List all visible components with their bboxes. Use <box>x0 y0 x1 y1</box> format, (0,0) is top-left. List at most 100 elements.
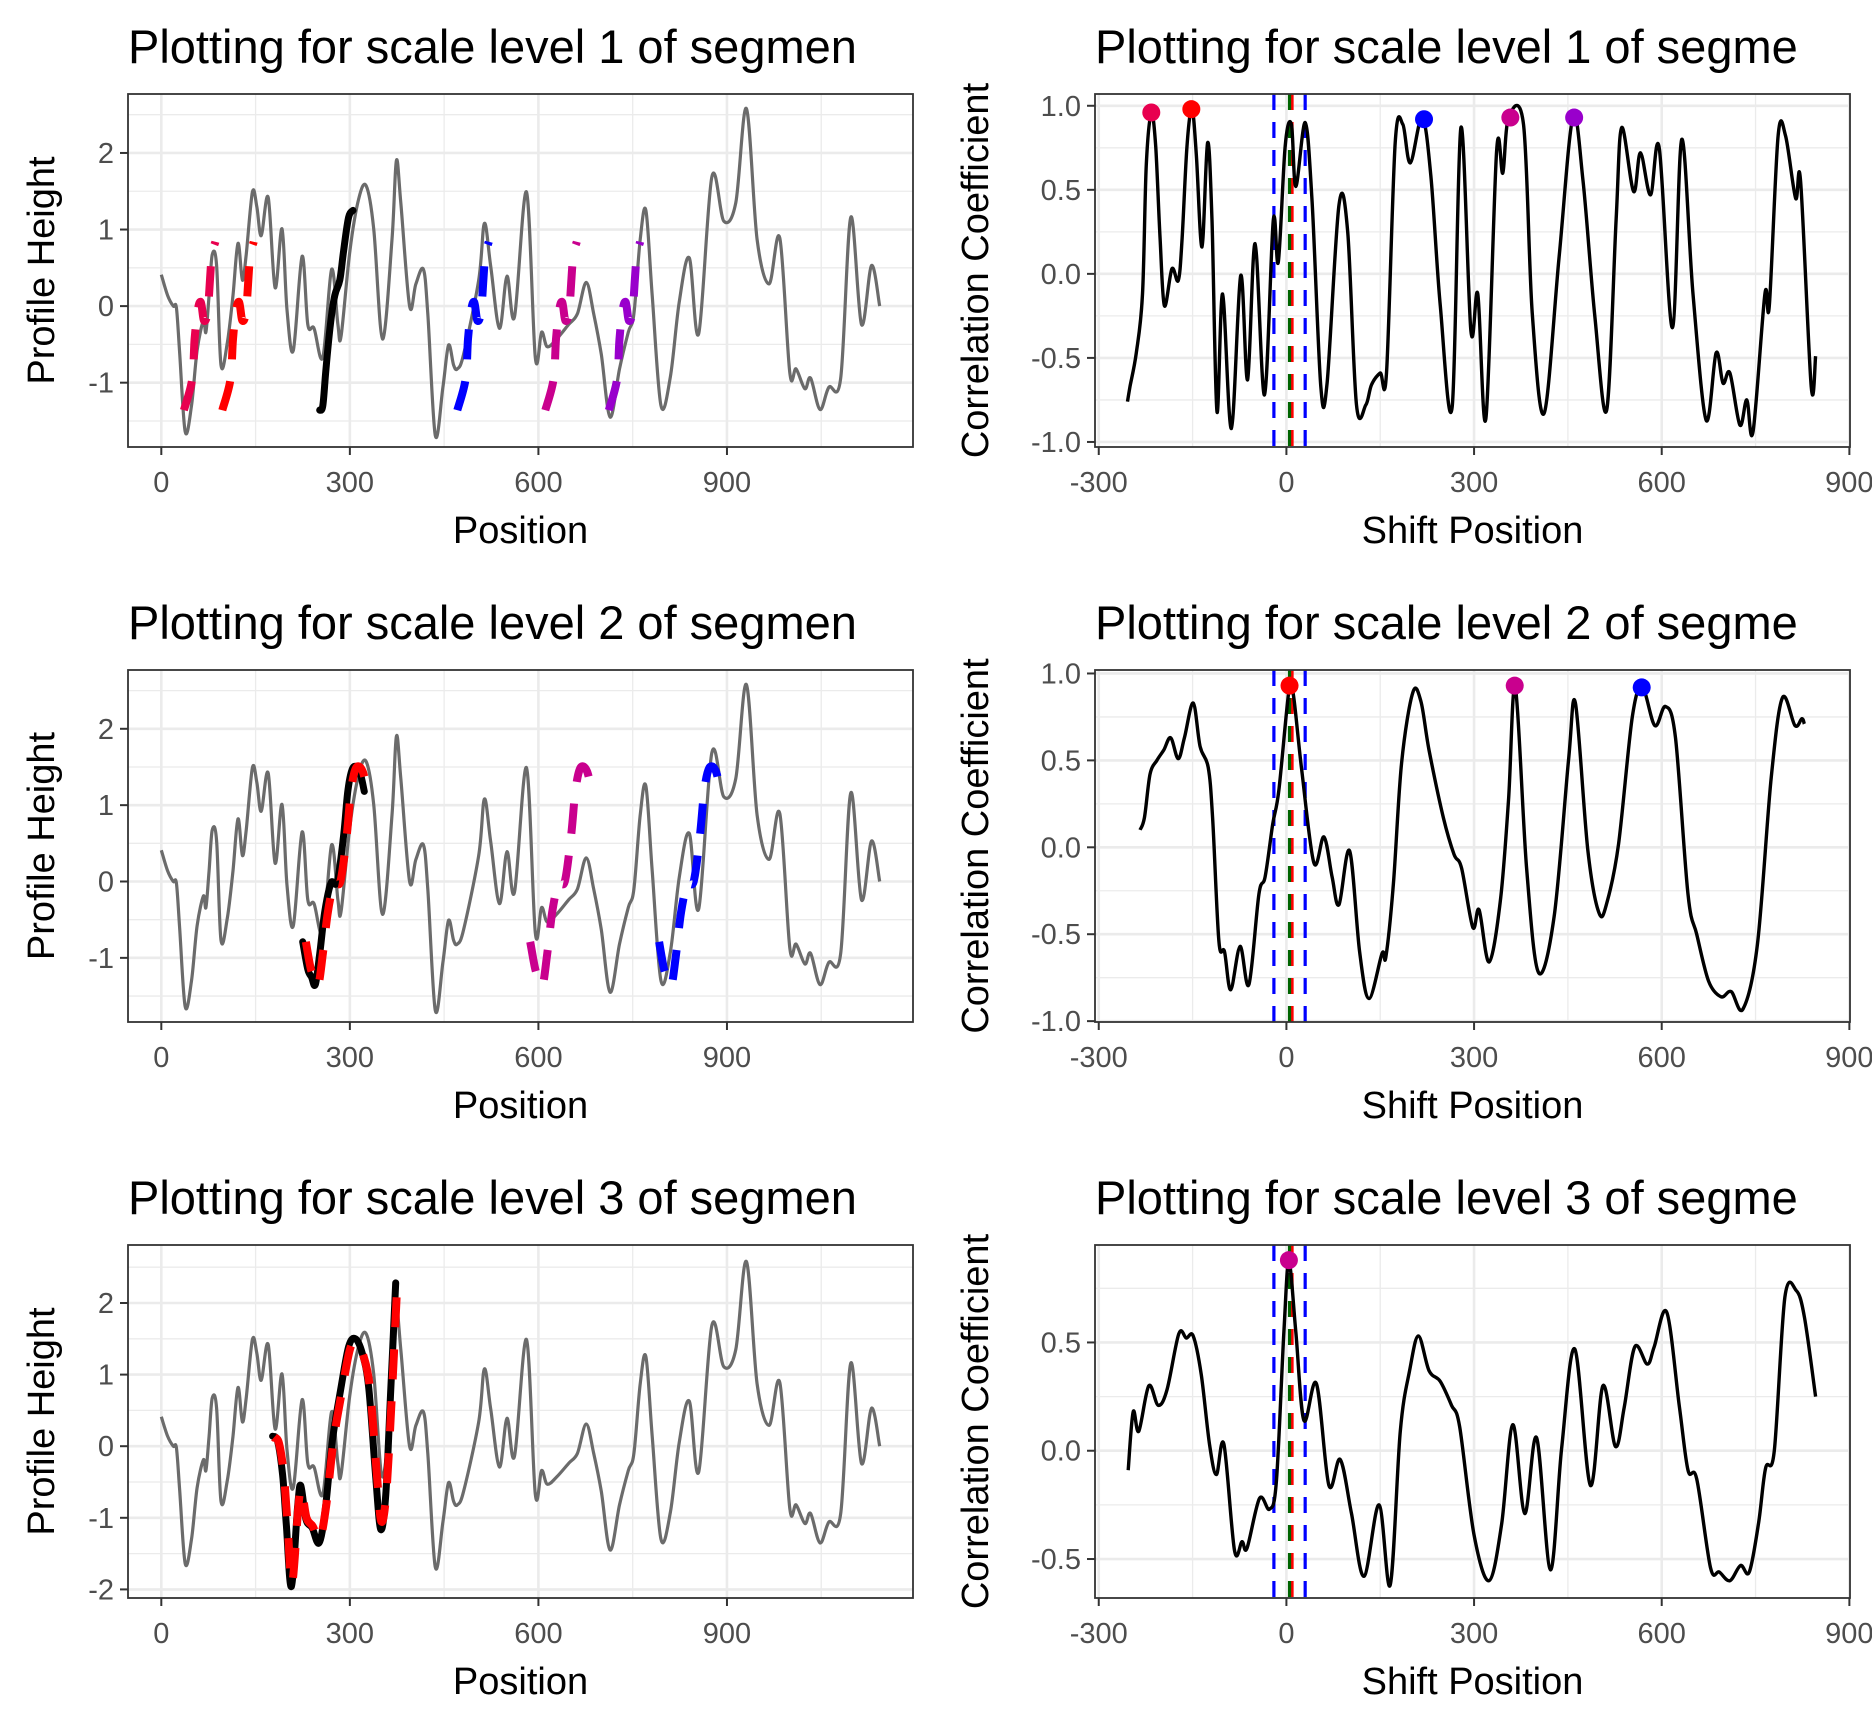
peak-point-purple <box>1565 108 1584 127</box>
plot-background <box>1095 94 1850 447</box>
x-tick-label: -300 <box>1070 1618 1128 1650</box>
plot-border <box>127 1244 914 1599</box>
y-tick-label: 0.5 <box>1041 175 1081 207</box>
x-tick-label: 0 <box>153 467 169 499</box>
y-tick-label: 0 <box>98 291 114 323</box>
y-tick-label: 0.0 <box>1041 832 1081 864</box>
x-tick-label: 0 <box>153 1042 169 1074</box>
y-tick-label: 0.5 <box>1041 1327 1081 1359</box>
peak-point-magenta <box>1279 1251 1298 1270</box>
y-tick-label: -0.5 <box>1031 919 1081 951</box>
match-line-red <box>301 762 372 990</box>
gridlines <box>1095 94 1851 447</box>
x-tick-label: 300 <box>326 1042 374 1074</box>
x-tick-label: 900 <box>703 467 751 499</box>
y-axis-title: Profile Height <box>21 732 63 961</box>
y-axis-title: Profile Height <box>21 1307 63 1536</box>
y-tick-label: -1.0 <box>1031 1006 1081 1038</box>
x-axis-title: Shift Position <box>1362 1085 1584 1127</box>
x-tick-label: 0 <box>153 1618 169 1650</box>
y-tick-label: 1 <box>98 790 114 822</box>
chart-title: Plotting for scale level 3 of segmen <box>128 1171 857 1224</box>
x-tick-label: 300 <box>1450 1618 1498 1650</box>
correlation-line <box>1138 679 1806 1013</box>
chart-panel-right-1: -300 0 300 600 900 -1.0 -0.5 0.0 0.5 1.0 Plotting … <box>955 20 1872 552</box>
x-axis-title: Shift Position <box>1362 1661 1584 1703</box>
y-tick-label: 2 <box>98 1288 114 1320</box>
y-tick-label: -1 <box>88 368 114 400</box>
y-axis-title: Correlation Coefficient <box>955 82 997 458</box>
x-tick-label: 900 <box>703 1042 751 1074</box>
x-tick-label: 600 <box>1638 1042 1686 1074</box>
x-tick-label: 300 <box>326 467 374 499</box>
y-tick-label: 2 <box>98 138 114 170</box>
y-tick-label: 1 <box>98 215 114 247</box>
peak-point-blue <box>1415 110 1434 129</box>
chart-panel-left-2: 0 300 600 900 -1 0 1 2 Plotting for scale level … <box>21 596 914 1127</box>
y-axis-title: Correlation Coefficient <box>955 658 997 1034</box>
x-tick-label: 0 <box>1278 1618 1294 1650</box>
peak-point-magenta <box>1505 676 1524 695</box>
match-line-blue <box>453 240 493 412</box>
chart-title: Plotting for scale level 2 of segme <box>1095 596 1798 649</box>
plot-border <box>1094 1244 1851 1599</box>
x-axis-title: Position <box>453 1085 588 1127</box>
x-tick-label: 0 <box>1278 1042 1294 1074</box>
plot-area <box>159 1259 882 1591</box>
plot-background <box>1095 1245 1850 1598</box>
x-tick-label: 0 <box>1278 467 1294 499</box>
profile-line <box>159 682 882 1015</box>
plot-border <box>1094 93 1851 448</box>
y-tick-label: 0.0 <box>1041 259 1081 291</box>
chart-panel-right-2: -300 0 300 600 900 -1.0 -0.5 0.0 0.5 1.0 Plotting … <box>955 596 1872 1127</box>
match-line-red <box>271 1288 401 1588</box>
y-tick-label: -1.0 <box>1031 427 1081 459</box>
x-tick-label: 900 <box>1825 467 1872 499</box>
y-tick-label: 1 <box>98 1360 114 1392</box>
plot-area <box>1126 1245 1818 1598</box>
y-axis-title: Correlation Coefficient <box>955 1233 997 1609</box>
chart-panel-right-3: -300 0 300 600 900 -0.5 0.0 0.5 Plotting for sca… <box>955 1171 1872 1703</box>
peak-point-red <box>1182 100 1201 119</box>
match-line-crimson <box>180 240 220 412</box>
y-tick-label: 0.5 <box>1041 745 1081 777</box>
reference-segment-line <box>316 206 357 414</box>
y-tick-label: -0.5 <box>1031 343 1081 375</box>
x-axis-title: Shift Position <box>1362 510 1584 552</box>
y-tick-label: -1 <box>88 943 114 975</box>
chart-panel-left-3: 0 300 600 900 -2 -1 0 1 2 Plotting for scale leve… <box>21 1171 914 1703</box>
plot-area <box>1138 670 1806 1022</box>
profile-line <box>159 106 882 440</box>
peak-point-magenta <box>1501 108 1520 127</box>
y-tick-label: 0 <box>98 1431 114 1463</box>
match-line-blue <box>655 762 725 990</box>
x-tick-label: -300 <box>1070 1042 1128 1074</box>
plot-background <box>1095 670 1850 1022</box>
chart-title: Plotting for scale level 1 of segme <box>1095 20 1798 73</box>
y-tick-label: 0.0 <box>1041 1436 1081 1468</box>
correlation-line <box>1125 103 1818 438</box>
x-tick-label: 600 <box>1638 1618 1686 1650</box>
gridlines <box>128 670 913 1022</box>
x-tick-label: 600 <box>1638 467 1686 499</box>
peak-point-blue <box>1632 678 1651 697</box>
correlation-line <box>1126 1260 1818 1588</box>
x-tick-label: 900 <box>1825 1042 1872 1074</box>
y-tick-label: 1.0 <box>1041 91 1081 123</box>
chart-panel-left-1: 0 300 600 900 -1 0 1 2 Plotting for scale level … <box>21 20 914 552</box>
plot-area <box>1125 94 1818 447</box>
peak-point-crimson <box>1142 103 1161 122</box>
x-axis-title: Position <box>453 1661 588 1703</box>
y-tick-label: -1 <box>88 1503 114 1535</box>
peak-point-red <box>1280 676 1299 695</box>
y-tick-label: -2 <box>88 1574 114 1606</box>
plot-border <box>127 669 914 1023</box>
plot-border <box>1094 669 1851 1023</box>
x-tick-label: 300 <box>1450 467 1498 499</box>
y-tick-label: 1.0 <box>1041 658 1081 690</box>
plot-area <box>159 106 882 440</box>
plot-area <box>159 682 882 1015</box>
match-line-magenta <box>541 240 581 412</box>
x-tick-label: 300 <box>326 1618 374 1650</box>
